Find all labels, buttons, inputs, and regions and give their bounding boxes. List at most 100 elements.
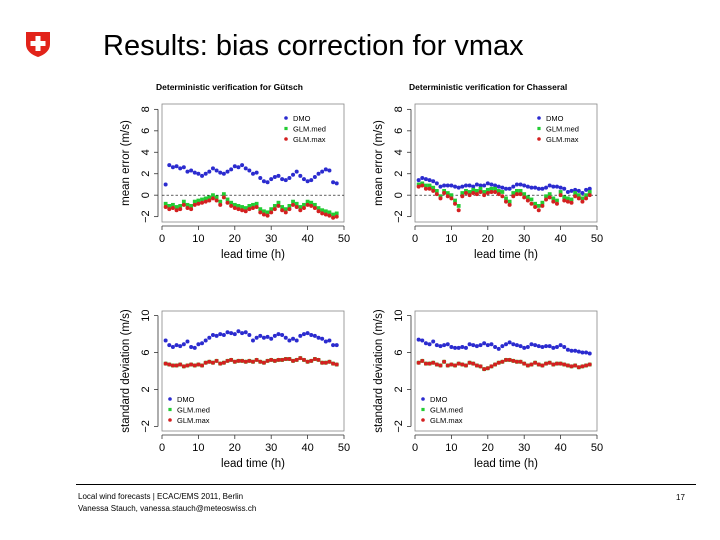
data-point (283, 178, 288, 183)
data-point (485, 191, 490, 196)
data-point (522, 195, 527, 200)
data-point (211, 193, 215, 198)
data-point (291, 199, 295, 204)
data-point (280, 208, 285, 213)
legend-label: DMO (546, 114, 564, 123)
data-point (192, 345, 197, 350)
data-point (423, 177, 428, 182)
data-point (225, 197, 230, 202)
data-point (536, 208, 541, 213)
data-point (171, 202, 175, 207)
data-point (587, 351, 592, 356)
legend-label: GLM.max (177, 416, 210, 425)
legend-label: GLM.max (546, 135, 579, 144)
data-point (240, 205, 244, 209)
x-tick-label: 50 (338, 233, 350, 245)
data-point (167, 204, 172, 208)
verification-charts: Deterministic verification for Gütsch 0 10… (120, 82, 603, 470)
data-point (456, 361, 461, 366)
data-point (504, 357, 508, 362)
data-point (547, 192, 552, 197)
data-point (551, 362, 556, 367)
data-point (221, 192, 226, 197)
data-point (181, 165, 186, 170)
chart-panel-4: 0 10 20 30 40 50 lead time (h) −2 2 6 10 standard d… (373, 309, 603, 470)
legend-label: DMO (430, 395, 448, 404)
data-point (565, 347, 570, 352)
data-point (438, 196, 443, 201)
data-point (562, 195, 567, 200)
data-point (294, 338, 299, 343)
data-point (558, 343, 563, 348)
data-point (507, 340, 512, 345)
data-point (569, 348, 574, 353)
data-point (576, 349, 581, 354)
data-point (514, 343, 519, 348)
data-point (434, 188, 439, 193)
data-point (500, 194, 505, 199)
data-point (580, 364, 585, 369)
data-point (196, 171, 201, 176)
data-point (221, 171, 226, 176)
legend-marker (284, 126, 288, 131)
data-point (449, 193, 454, 198)
data-point (298, 356, 303, 361)
data-point (207, 198, 212, 203)
data-point (254, 204, 259, 209)
data-point (331, 343, 336, 348)
data-point (301, 206, 306, 211)
data-point (493, 189, 498, 194)
series-dmo (163, 163, 339, 187)
data-point (500, 359, 505, 364)
data-point (316, 335, 321, 340)
data-point (463, 345, 468, 350)
data-point (453, 201, 458, 206)
data-point (529, 342, 534, 347)
data-point (163, 204, 168, 209)
data-point (467, 360, 472, 365)
data-point (261, 212, 266, 217)
data-point (540, 203, 545, 208)
y-tick-label: 8 (140, 106, 152, 112)
data-point (269, 357, 274, 362)
data-point (576, 196, 581, 201)
data-point (276, 173, 281, 178)
data-point (587, 186, 592, 191)
data-point (427, 183, 432, 188)
data-point (236, 358, 241, 363)
data-point (221, 195, 226, 200)
data-point (576, 193, 581, 198)
data-point (269, 336, 274, 341)
data-point (229, 357, 234, 362)
data-point (316, 206, 321, 210)
data-point (203, 338, 208, 343)
data-point (272, 358, 277, 363)
data-point (427, 186, 432, 191)
data-point (200, 363, 205, 368)
data-point (283, 357, 288, 361)
x-tick-label: 20 (229, 233, 241, 245)
data-point (460, 184, 465, 189)
data-point (547, 344, 552, 349)
data-point (482, 183, 487, 188)
data-point (573, 194, 578, 199)
legend-marker (284, 137, 288, 141)
data-point (302, 202, 306, 207)
data-point (232, 164, 237, 169)
y-tick-label: 6 (393, 128, 405, 134)
data-point (533, 343, 538, 348)
data-point (320, 360, 325, 365)
data-point (334, 214, 339, 219)
data-point (431, 188, 436, 193)
data-point (243, 166, 248, 171)
data-point (467, 190, 472, 194)
data-point (504, 196, 508, 201)
data-point (265, 213, 270, 218)
data-point (471, 343, 476, 348)
data-point (247, 168, 252, 173)
data-point (580, 191, 585, 196)
data-point (200, 341, 205, 346)
data-point (254, 335, 259, 340)
data-point (431, 360, 436, 365)
y-tick-label: −2 (140, 420, 152, 433)
